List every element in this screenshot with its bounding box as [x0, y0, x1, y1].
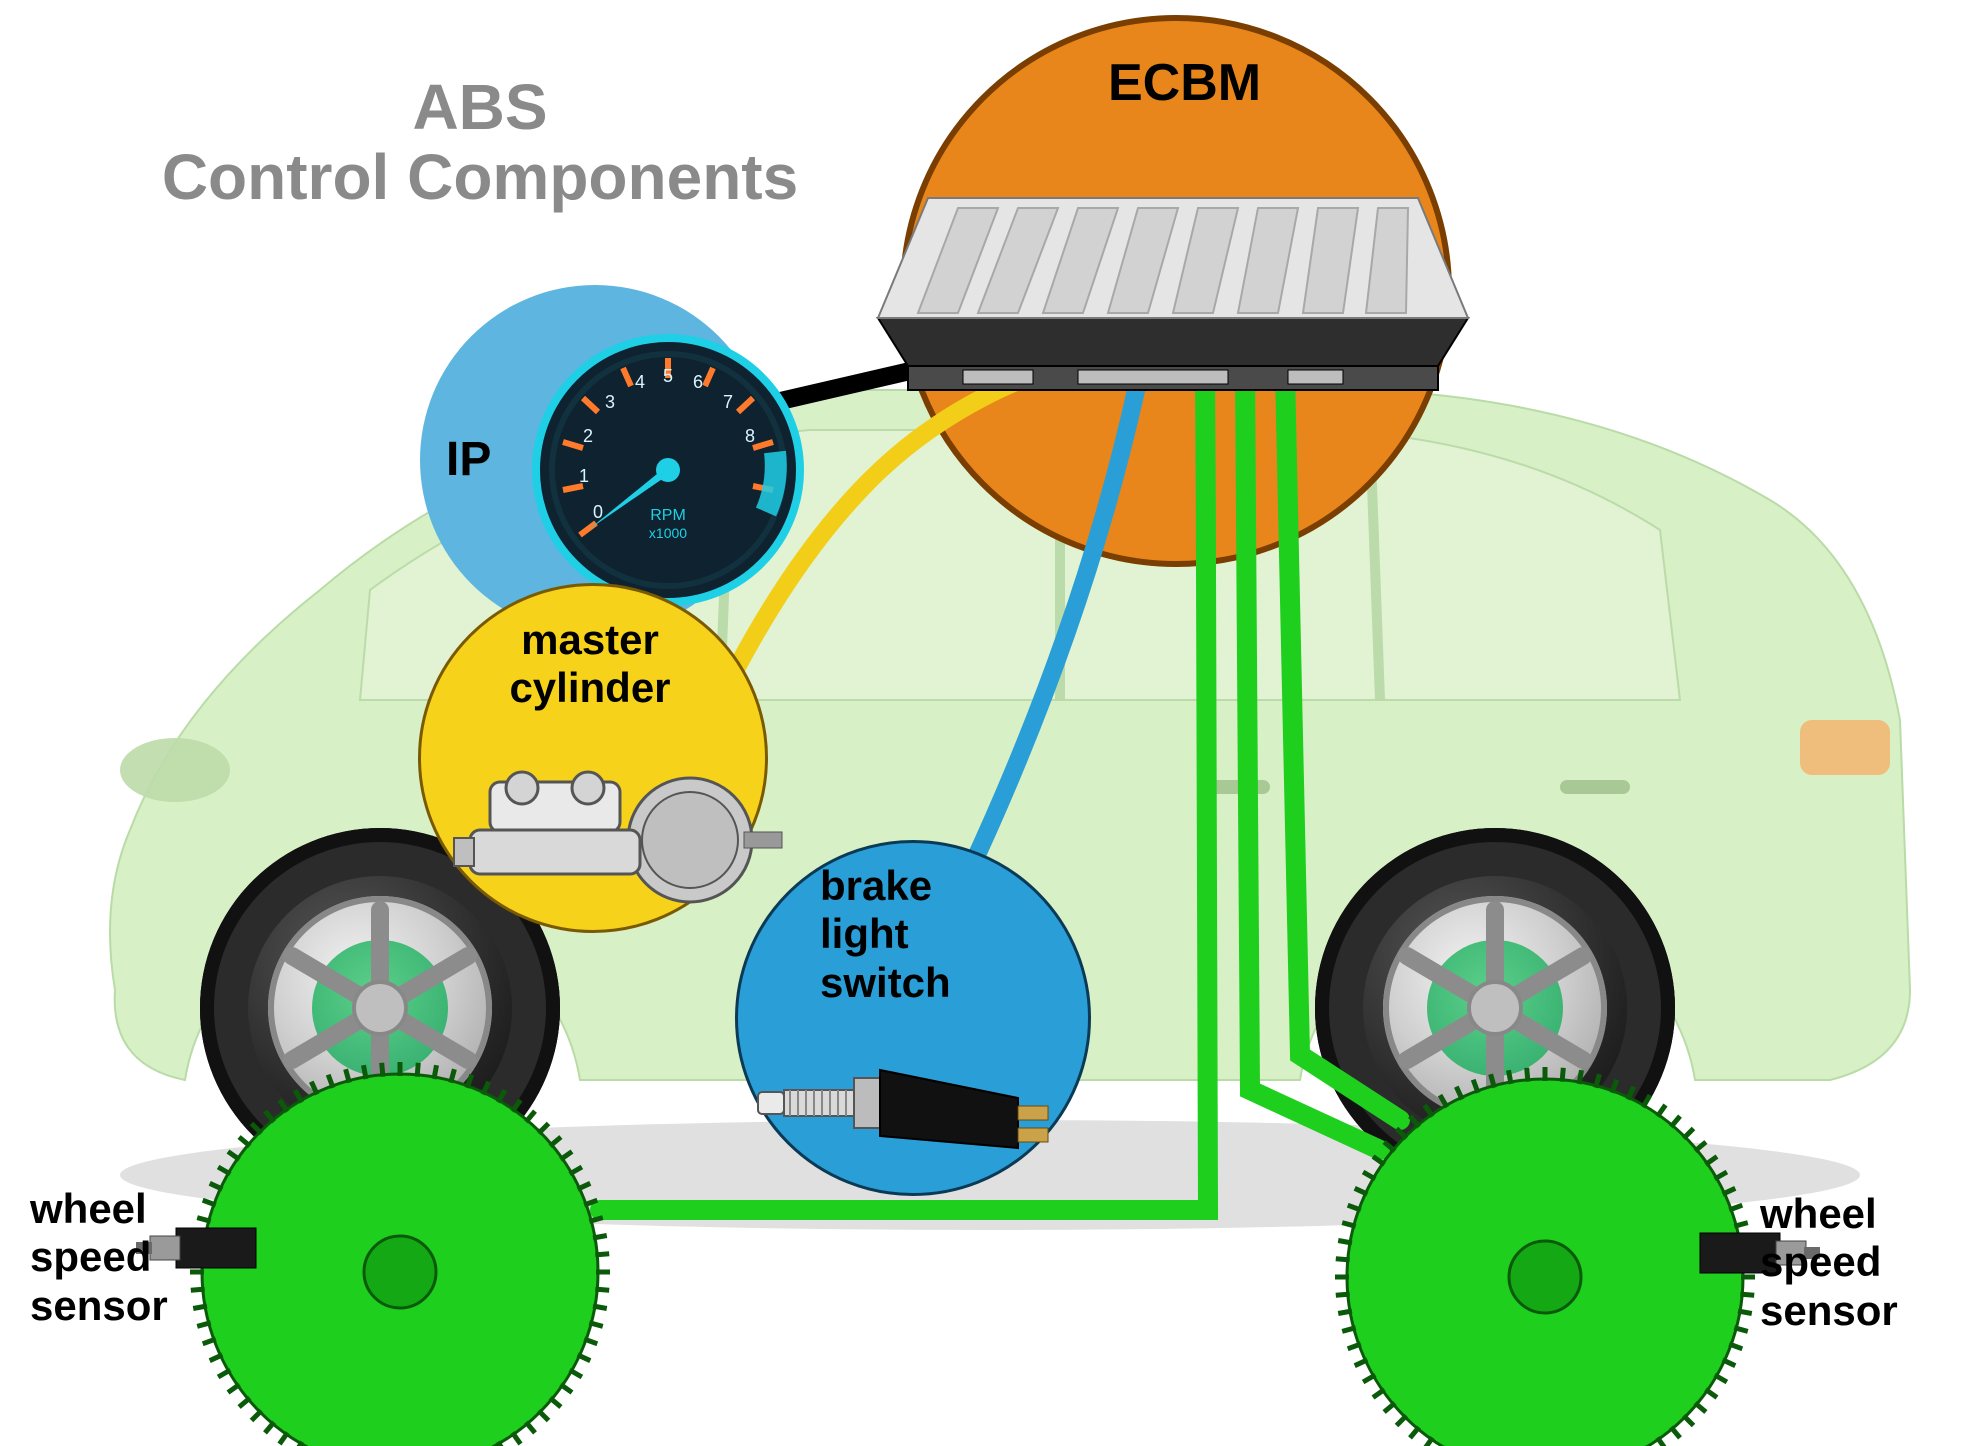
ecbm-module-icon: [848, 168, 1508, 408]
svg-text:4: 4: [635, 372, 645, 392]
ecbm-label: ECBM: [1108, 54, 1261, 114]
tachometer-icon: RPM x1000 01 2 345 678: [528, 330, 808, 610]
wire-blue: [970, 372, 1140, 870]
svg-text:2: 2: [583, 426, 593, 446]
svg-text:1: 1: [579, 466, 589, 486]
wire-green-right-a: [1245, 372, 1380, 1150]
wheel-speed-right-label: wheel speed sensor: [1760, 1190, 1898, 1335]
brake-switch-icon: [748, 1020, 1088, 1200]
svg-text:0: 0: [593, 502, 603, 522]
svg-text:5: 5: [663, 366, 673, 386]
svg-text:8: 8: [745, 426, 755, 446]
brake-light-switch-label: brake light switch: [820, 862, 1020, 1007]
ip-label: IP: [446, 432, 491, 487]
svg-text:RPM: RPM: [650, 507, 686, 524]
svg-text:7: 7: [723, 392, 733, 412]
master-cylinder-label: master cylinder: [490, 616, 690, 713]
svg-text:x1000: x1000: [649, 525, 687, 541]
diagram-stage: ABS Control Components: [0, 0, 1961, 1446]
svg-text:3: 3: [605, 392, 615, 412]
svg-text:6: 6: [693, 372, 703, 392]
wire-green-right-b: [1285, 372, 1400, 1120]
master-cylinder-icon: [430, 740, 790, 940]
wheel-speed-left-label: wheel speed sensor: [30, 1185, 168, 1330]
